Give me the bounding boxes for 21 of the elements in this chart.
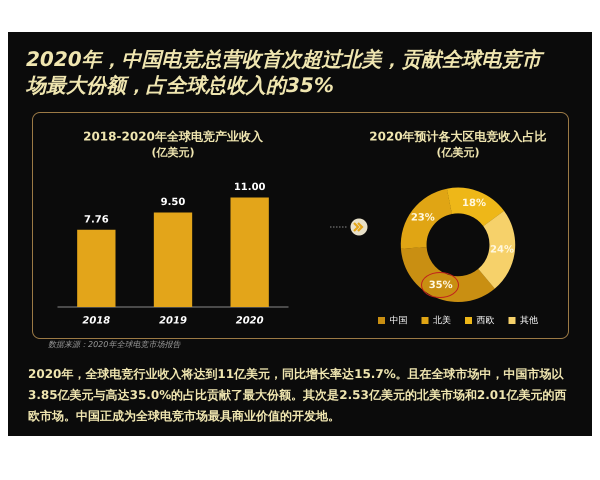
data-label: 9.50 <box>160 197 186 208</box>
legend-label: 其他 <box>520 314 538 326</box>
data-label: 23% <box>410 212 435 224</box>
x-tick-label: 2020 <box>236 316 264 327</box>
chart-title: 2020年预计各大区电竞收入占比 <box>369 129 547 144</box>
legend-label: 中国 <box>390 314 408 326</box>
chart-subtitle: (亿美元) <box>436 146 480 159</box>
data-label: 35% <box>428 280 453 292</box>
data-label: 7.76 <box>84 214 109 226</box>
x-tick-label: 2019 <box>159 316 187 327</box>
source-note: 数据来源：2020年全球电竞市场报告 <box>48 339 180 350</box>
text: 2020年，全球电竞行业收入将达到11亿美元，同比增长率达15.7%。且在全球市场中，中国市场以3.85亿美元与高达35.0%的占比贡献了最大份额。其次是2.53亿美元的北美市场和2.01亿美元的西欧市场。中国正成为全球电竞市场最具商业价值的开发地。 <box>28 366 568 425</box>
legend-label: 北美 <box>433 314 451 326</box>
legend-label: 西欧 <box>476 314 494 326</box>
data-label: 11.00 <box>234 182 266 194</box>
data-label: 18% <box>462 198 486 210</box>
text: 2020年，中国电竞总营收首次超过北美，贡献全球电竞市场最大份额，占全球总收入的35% <box>26 46 546 98</box>
data-label: 24% <box>490 244 514 256</box>
chart-title: 2018-2020年全球电竞产业收入 <box>83 129 264 144</box>
chart-subtitle: (亿美元) <box>151 146 195 159</box>
x-tick-label: 2018 <box>82 316 110 327</box>
